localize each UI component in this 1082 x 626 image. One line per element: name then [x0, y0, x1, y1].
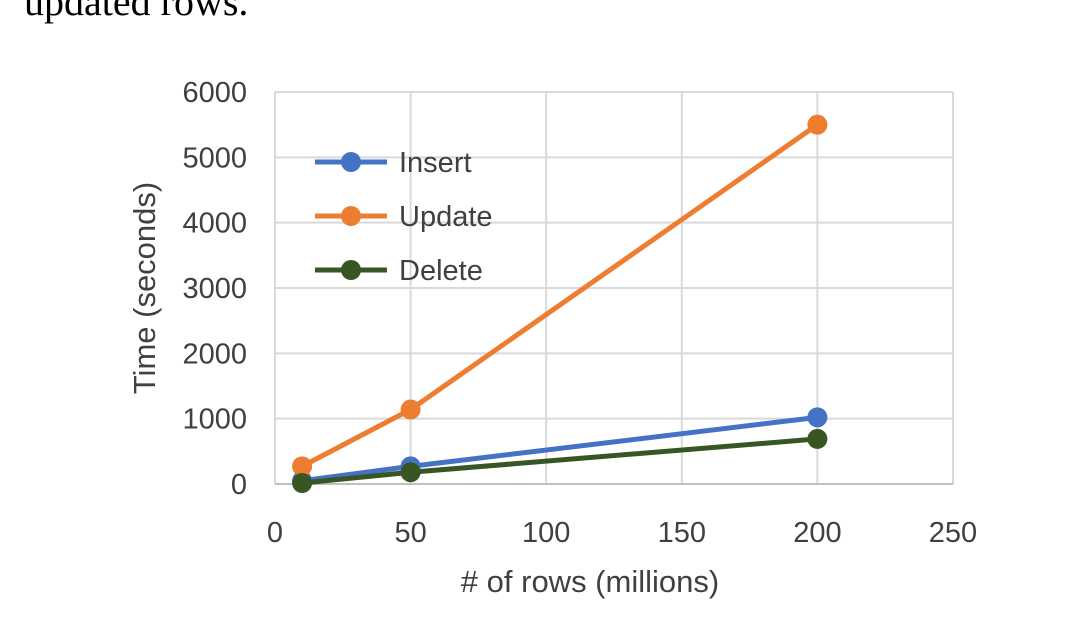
legend-marker-insert	[341, 152, 361, 172]
series-line-delete	[301, 436, 818, 486]
x-tick-label-1: 50	[394, 517, 426, 549]
y-tick-labels: 0 1000 2000 3000 4000 5000 6000	[182, 77, 247, 501]
y-tick-label-5: 5000	[182, 142, 247, 174]
y-axis-title: Time (seconds)	[127, 182, 162, 394]
data-point-delete-0	[292, 473, 313, 494]
x-tick-label-2: 100	[522, 517, 570, 549]
y-tick-label-4: 4000	[182, 208, 247, 240]
data-point-update-1	[400, 399, 421, 420]
x-tick-label-5: 250	[929, 517, 977, 549]
x-tick-label-4: 200	[793, 517, 841, 549]
y-tick-label-0: 0	[231, 469, 247, 501]
y-tick-label-6: 6000	[182, 77, 247, 109]
x-axis-title: # of rows (millions)	[461, 564, 719, 599]
data-point-delete-1	[400, 462, 421, 483]
y-tick-label-1: 1000	[182, 404, 247, 436]
legend-marker-delete	[341, 260, 361, 280]
series-line-update	[300, 122, 819, 469]
legend-marker-update	[341, 206, 361, 226]
x-tick-label-3: 150	[658, 517, 706, 549]
legend-label-insert: Insert	[399, 147, 472, 179]
legend-label-update: Update	[399, 201, 493, 233]
data-point-insert-2	[807, 407, 828, 428]
y-tick-label-2: 2000	[182, 338, 247, 370]
y-tick-label-3: 3000	[182, 273, 247, 305]
caption-fragment: updated rows.	[24, 0, 249, 24]
legend-label-delete: Delete	[399, 255, 483, 287]
data-point-update-0	[292, 456, 313, 477]
x-tick-labels: 0 50 100 150 200 250	[267, 517, 977, 549]
x-tick-label-0: 0	[267, 517, 283, 549]
data-point-delete-2	[807, 428, 828, 449]
grid	[274, 91, 954, 485]
legend: Insert Update Delete	[315, 147, 493, 287]
data-point-update-2	[807, 114, 828, 135]
series-group	[292, 114, 828, 494]
